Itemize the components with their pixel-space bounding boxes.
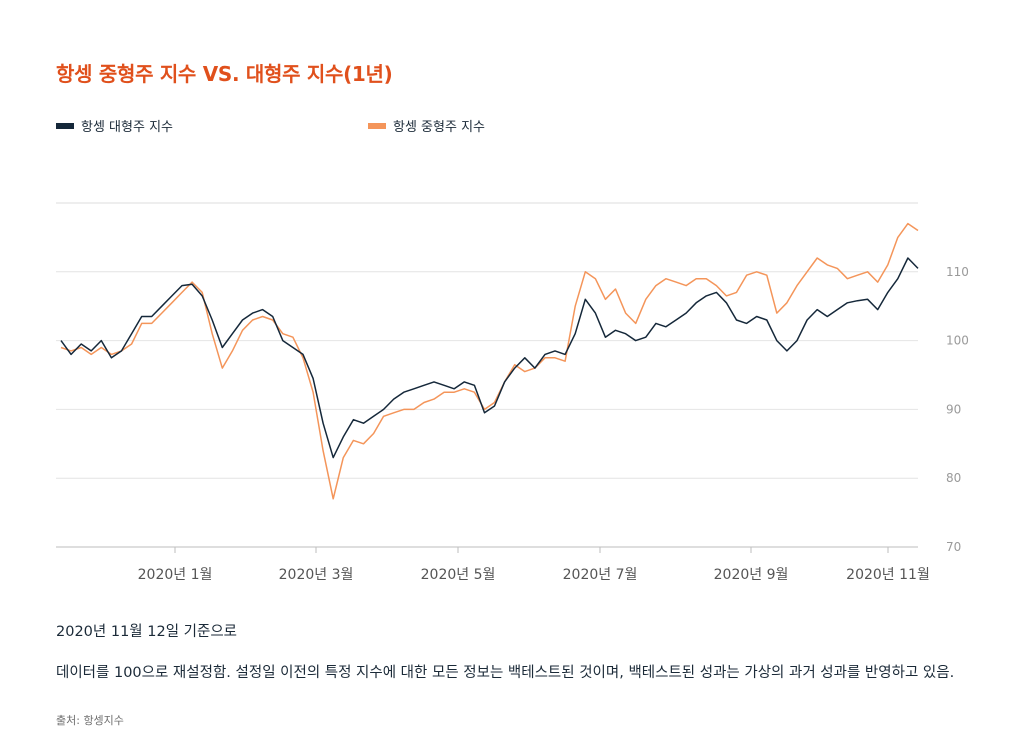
legend-item-large-cap: 항셍 대형주 지수 <box>56 116 173 135</box>
chart-title: 항셍 중형주 지수 VS. 대형주 지수(1년) <box>56 62 393 86</box>
rebased-note: 데이터를 100으로 재설정함. 설정일 이전의 특정 지수에 대한 모든 정보… <box>56 665 955 681</box>
as-of-note: 2020년 11월 12일 기준으로 <box>56 624 238 640</box>
x-tick-label-1: 2020년 3월 <box>279 567 354 583</box>
legend-item-mid-cap: 항셍 중형주 지수 <box>368 116 485 135</box>
line-chart: 70 80 90 100 110 2020년 1월 2020년 3월 2020년 5월 2020… <box>56 202 969 583</box>
x-tick-label-4: 2020년 9월 <box>714 567 789 583</box>
series-line-mid-cap <box>60 222 919 500</box>
y-tick-label-80: 80 <box>946 471 961 485</box>
legend-label-mid-cap: 항셍 중형주 지수 <box>393 120 485 135</box>
y-tick-label-70: 70 <box>946 540 961 554</box>
legend-label-large-cap: 항셍 대형주 지수 <box>81 120 173 135</box>
x-tick-label-0: 2020년 1월 <box>138 567 213 583</box>
y-tick-label-90: 90 <box>946 402 961 416</box>
x-tick-label-3: 2020년 7월 <box>563 567 638 583</box>
legend-swatch-large-cap <box>56 122 74 129</box>
series-line-large-cap <box>60 257 919 459</box>
legend-swatch-mid-cap <box>368 122 386 129</box>
x-tick-label-2: 2020년 5월 <box>421 567 496 583</box>
y-tick-label-110: 110 <box>946 265 969 279</box>
source-note: 출처: 항셍지수 <box>56 714 124 727</box>
x-tick-label-5: 2020년 11월 <box>846 567 930 583</box>
y-tick-label-100: 100 <box>946 334 969 348</box>
